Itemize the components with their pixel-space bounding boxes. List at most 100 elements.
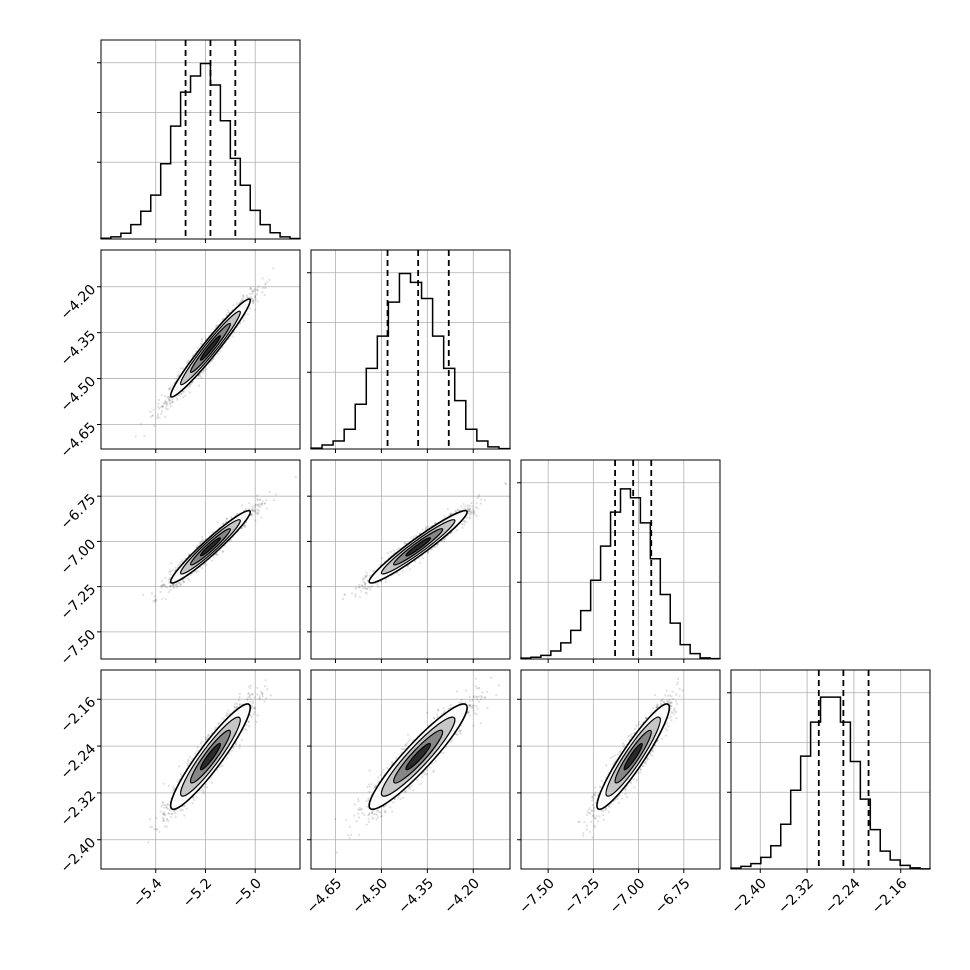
sample-point [456,509,459,512]
sample-point [251,514,254,517]
sample-point [168,399,172,402]
density-contour [199,335,221,361]
sample-point [360,584,363,587]
sample-point [403,541,406,544]
sample-point [369,588,372,591]
sample-point [379,580,383,583]
sample-point [160,412,163,416]
sample-point [426,552,429,555]
sample-point [467,511,470,514]
sample-point [467,508,470,511]
sample-point [169,405,172,408]
sample-point [266,280,269,283]
sample-point [477,495,480,498]
sample-point [364,575,368,578]
sample-point [364,583,367,587]
sample-point [260,502,263,505]
sample-point [386,551,389,555]
sample-point [172,586,175,589]
sample-point [254,308,257,311]
sample-point [187,386,190,389]
sample-point [168,571,171,574]
sample-point [180,560,183,563]
sample-point [254,519,257,522]
sample-point [169,569,172,572]
panel-frame [100,249,301,450]
sample-point [354,595,357,598]
sample-point [254,504,257,507]
sample-point [134,435,137,438]
sample-point [149,410,152,413]
sample-point [164,598,167,601]
sample-point [256,512,260,515]
sample-point [443,538,446,541]
sample-point [392,549,395,552]
sample-point [174,583,177,586]
sample-point [256,511,260,514]
sample-point [250,297,254,300]
sample-point [440,540,443,543]
sample-point [169,584,173,587]
sample-point [358,586,361,589]
sample-point [181,559,184,562]
sample-point [256,508,259,511]
sample-point [231,335,234,338]
panel-frame [520,459,721,660]
sample-point [410,536,413,539]
sample-point [200,376,203,379]
sample-point [163,583,166,587]
sample-point [158,407,161,410]
sample-point [470,512,473,516]
sample-point [201,539,204,542]
sample-point [357,586,361,589]
sample-point [361,578,364,582]
sample-point [248,508,251,511]
sample-point [251,299,255,303]
sample-point [232,304,235,307]
sample-point [361,584,364,587]
sample-point [202,369,205,372]
sample-point [259,498,262,501]
sample-point [257,503,260,506]
sample-point [163,401,166,404]
sample-point [468,507,472,510]
sample-point [158,416,161,419]
sample-point [244,525,247,528]
sample-point [197,384,201,387]
panel-frame [730,669,931,870]
sample-point [173,584,176,587]
sample-point [442,540,446,543]
sample-point [255,288,259,291]
sample-point [195,546,198,549]
sample-point [180,392,183,395]
panel-content [134,267,275,438]
sample-point [153,595,156,598]
sample-point [182,580,186,583]
sample-point [152,599,155,603]
sample-point [250,296,253,299]
histogram-panel-3 [727,669,931,873]
sample-point [249,286,252,289]
sample-point [177,371,180,374]
sample-point [263,502,266,505]
sample-point [268,490,271,494]
sample-point [178,562,182,565]
sample-point [229,515,233,519]
sample-point [250,512,253,516]
sample-point [368,574,372,578]
sample-point [425,526,428,529]
sample-point [188,391,192,394]
sample-point [201,340,204,343]
sample-point [161,405,164,408]
sample-point [248,502,251,505]
sample-point [182,580,185,583]
sample-point [202,538,205,541]
sample-point [184,394,187,397]
sample-point [261,291,264,294]
sample-point [166,401,169,404]
sample-point [350,592,354,595]
sample-point [175,378,178,381]
sample-point [464,520,468,524]
sample-point [163,394,166,398]
sample-point [242,319,245,323]
